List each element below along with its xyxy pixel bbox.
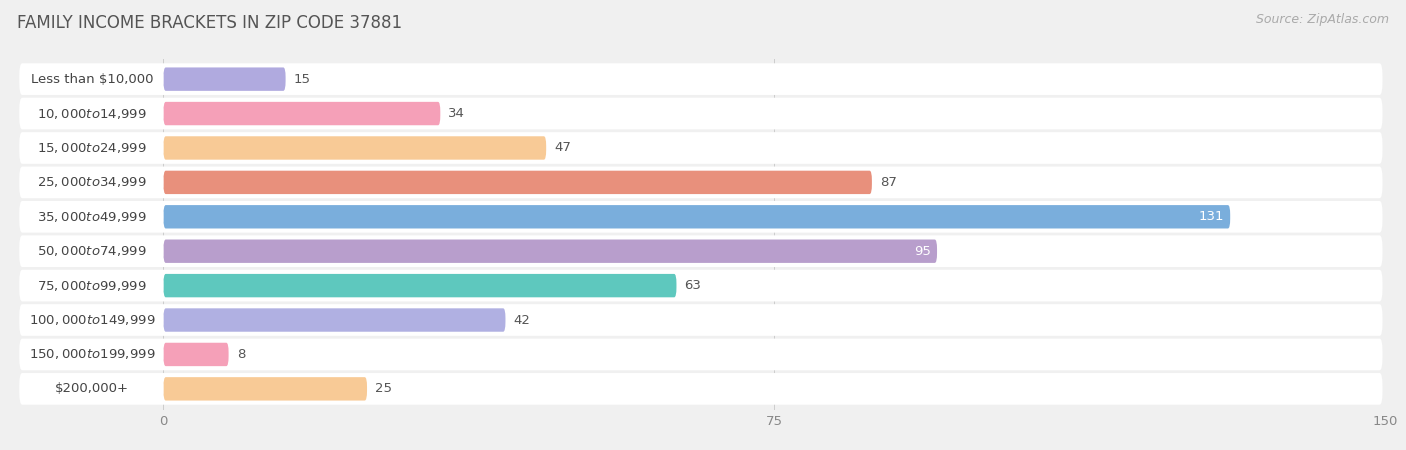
FancyBboxPatch shape	[21, 310, 163, 331]
FancyBboxPatch shape	[20, 235, 1382, 267]
Text: 63: 63	[685, 279, 702, 292]
FancyBboxPatch shape	[21, 68, 163, 90]
Text: 87: 87	[880, 176, 897, 189]
FancyBboxPatch shape	[21, 103, 163, 124]
Text: $75,000 to $99,999: $75,000 to $99,999	[38, 279, 148, 292]
FancyBboxPatch shape	[163, 308, 506, 332]
FancyBboxPatch shape	[20, 201, 1382, 233]
FancyBboxPatch shape	[21, 241, 163, 262]
Text: 47: 47	[554, 141, 571, 154]
Text: 15: 15	[294, 72, 311, 86]
Text: 131: 131	[1198, 210, 1223, 223]
FancyBboxPatch shape	[163, 68, 285, 91]
FancyBboxPatch shape	[20, 63, 1382, 95]
Text: $150,000 to $199,999: $150,000 to $199,999	[30, 347, 156, 361]
Text: 34: 34	[449, 107, 465, 120]
FancyBboxPatch shape	[163, 205, 1230, 229]
Text: $25,000 to $34,999: $25,000 to $34,999	[38, 176, 148, 189]
Text: $100,000 to $149,999: $100,000 to $149,999	[30, 313, 156, 327]
FancyBboxPatch shape	[163, 171, 872, 194]
FancyBboxPatch shape	[163, 343, 229, 366]
Text: Source: ZipAtlas.com: Source: ZipAtlas.com	[1256, 14, 1389, 27]
Text: 25: 25	[375, 382, 392, 396]
Text: $200,000+: $200,000+	[55, 382, 129, 396]
FancyBboxPatch shape	[21, 137, 163, 158]
FancyBboxPatch shape	[21, 344, 163, 365]
FancyBboxPatch shape	[21, 172, 163, 193]
FancyBboxPatch shape	[163, 136, 546, 160]
FancyBboxPatch shape	[21, 378, 163, 400]
FancyBboxPatch shape	[163, 239, 936, 263]
FancyBboxPatch shape	[20, 166, 1382, 198]
Text: 42: 42	[513, 314, 530, 327]
FancyBboxPatch shape	[20, 270, 1382, 302]
Text: $10,000 to $14,999: $10,000 to $14,999	[38, 107, 148, 121]
FancyBboxPatch shape	[163, 274, 676, 297]
Text: $15,000 to $24,999: $15,000 to $24,999	[38, 141, 148, 155]
Text: FAMILY INCOME BRACKETS IN ZIP CODE 37881: FAMILY INCOME BRACKETS IN ZIP CODE 37881	[17, 14, 402, 32]
Text: Less than $10,000: Less than $10,000	[31, 72, 153, 86]
FancyBboxPatch shape	[20, 132, 1382, 164]
FancyBboxPatch shape	[163, 102, 440, 125]
FancyBboxPatch shape	[163, 377, 367, 400]
FancyBboxPatch shape	[20, 98, 1382, 130]
FancyBboxPatch shape	[20, 338, 1382, 370]
Text: $35,000 to $49,999: $35,000 to $49,999	[38, 210, 148, 224]
FancyBboxPatch shape	[21, 206, 163, 227]
Text: 95: 95	[914, 245, 931, 258]
Text: 8: 8	[236, 348, 245, 361]
FancyBboxPatch shape	[21, 275, 163, 296]
FancyBboxPatch shape	[20, 304, 1382, 336]
Text: $50,000 to $74,999: $50,000 to $74,999	[38, 244, 148, 258]
FancyBboxPatch shape	[20, 373, 1382, 405]
